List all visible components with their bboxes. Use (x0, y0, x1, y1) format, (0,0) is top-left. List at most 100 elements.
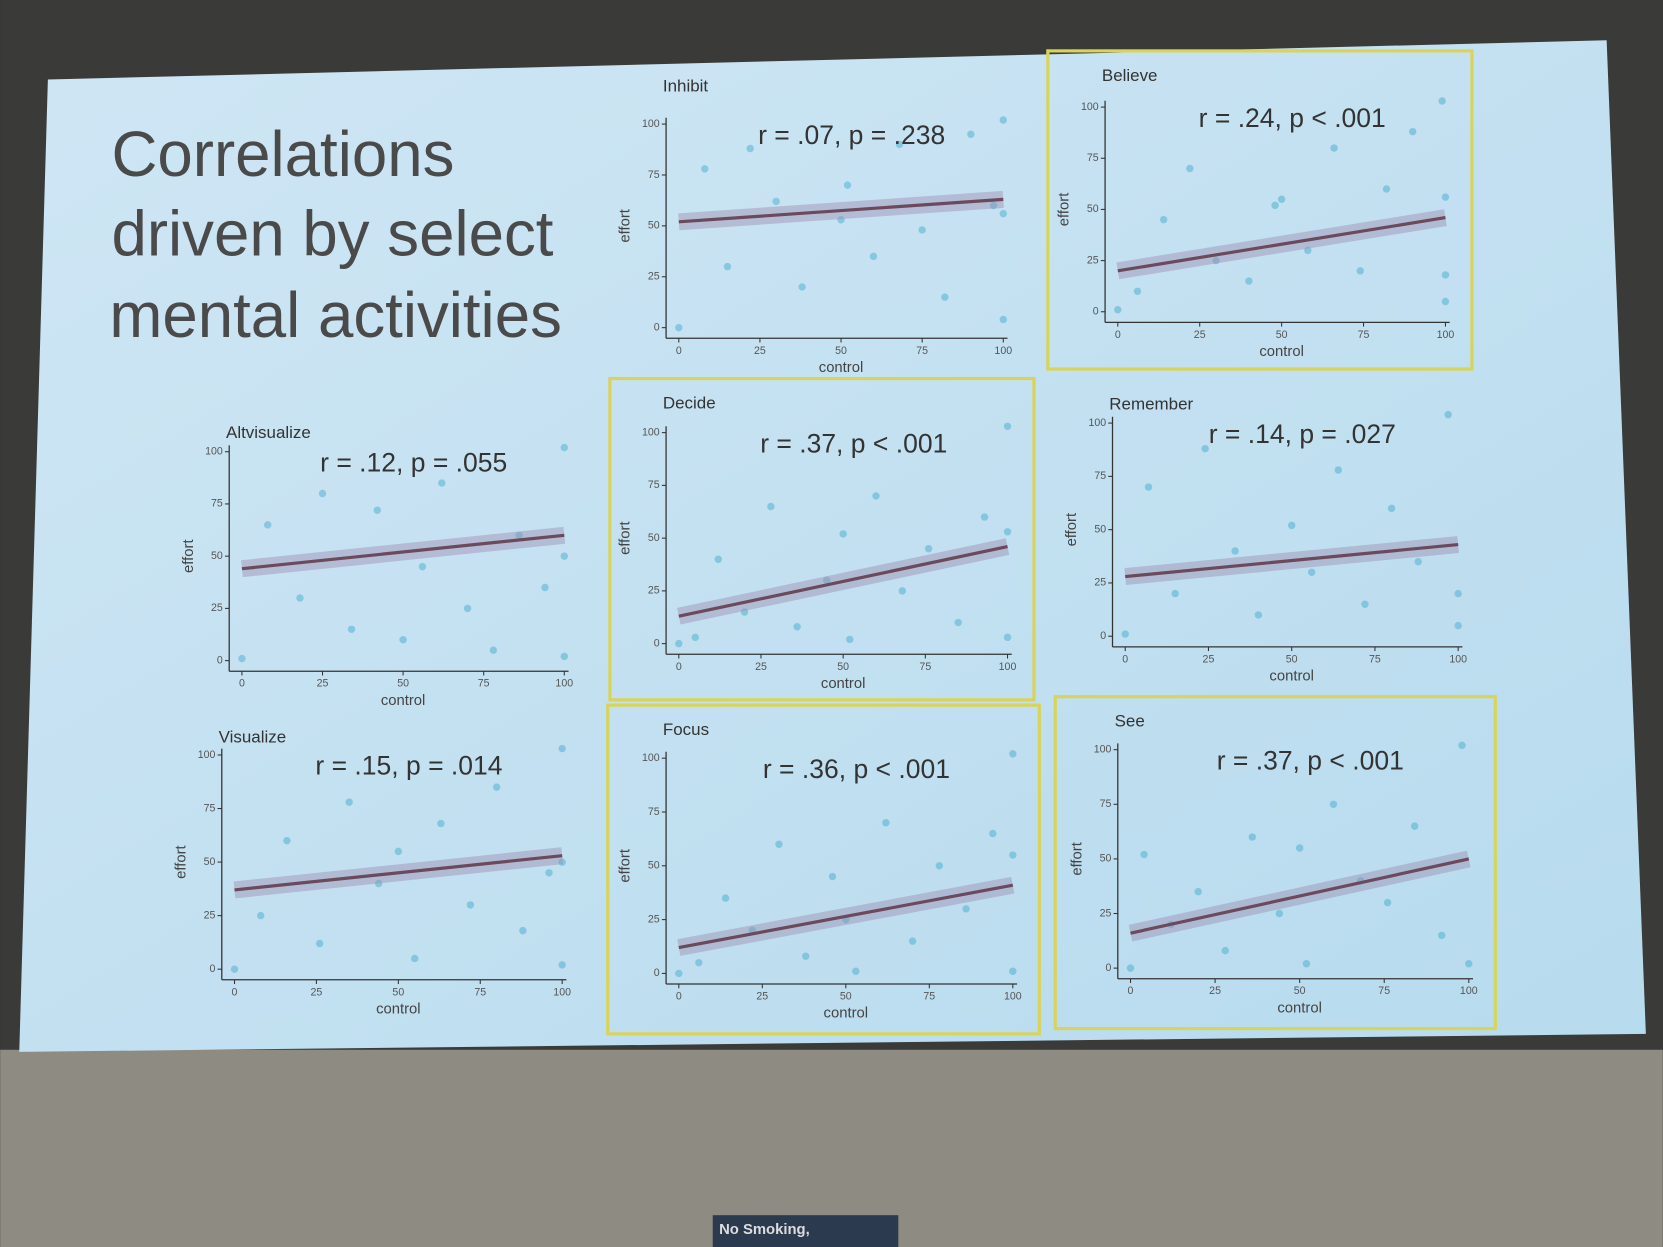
point (296, 594, 304, 602)
point (437, 819, 445, 828)
annotation: r = .14, p = .027 (1209, 419, 1396, 449)
point (1438, 931, 1446, 940)
point (908, 937, 917, 945)
highlight-frame (1053, 695, 1497, 1031)
point (374, 879, 383, 888)
y-tick-label: 25 (1100, 907, 1112, 919)
panel-title: See (1115, 712, 1145, 731)
point (1003, 422, 1012, 431)
x-tick-label: 100 (1437, 329, 1455, 341)
point (1009, 967, 1017, 975)
annotation: r = .12, p = .055 (320, 447, 507, 477)
point (675, 323, 683, 332)
slide (19, 40, 1646, 1052)
point (714, 555, 722, 563)
y-tick-label: 75 (1094, 470, 1106, 482)
point (560, 443, 568, 452)
y-tick-label: 50 (204, 856, 216, 868)
annotation: r = .37, p < .001 (1217, 745, 1404, 775)
point (1114, 305, 1122, 314)
point (1009, 851, 1017, 859)
y-tick-label: 100 (642, 426, 660, 438)
x-tick-label: 25 (317, 678, 329, 690)
point (918, 226, 926, 234)
x-tick-label: 100 (1004, 991, 1022, 1003)
point (1121, 630, 1129, 638)
point (989, 829, 997, 838)
point (1383, 898, 1392, 907)
point (675, 969, 683, 978)
x-tick-label: 25 (754, 345, 766, 357)
y-tick-label: 50 (648, 860, 660, 872)
point (399, 636, 407, 644)
panel-title: Believe (1102, 66, 1158, 85)
y-tick-label: 25 (1087, 254, 1099, 266)
point (1245, 277, 1253, 285)
x-tick-label: 50 (840, 991, 852, 1003)
point (869, 252, 878, 261)
x-tick-label: 0 (232, 986, 238, 998)
y-tick-label: 50 (211, 550, 223, 562)
y-tick-label: 75 (1087, 152, 1099, 164)
point (846, 635, 854, 644)
point (823, 576, 831, 585)
y-tick-label: 0 (217, 654, 223, 666)
panel-title: Visualize (219, 728, 287, 747)
point (1133, 287, 1142, 295)
point (962, 905, 970, 913)
x-tick-label: 100 (999, 661, 1017, 673)
x-tick-label: 50 (1276, 329, 1288, 341)
point (1408, 127, 1417, 136)
y-tick-label: 50 (648, 220, 660, 232)
point (1231, 547, 1239, 555)
annotation: r = .24, p < .001 (1199, 103, 1386, 133)
x-axis-label: control (1259, 344, 1304, 360)
y-axis-label: effort (173, 844, 189, 878)
point (1003, 633, 1012, 642)
point (740, 608, 749, 616)
point (411, 954, 419, 963)
x-axis-label: control (821, 676, 866, 692)
point (675, 639, 683, 648)
point (999, 209, 1007, 218)
point (1287, 521, 1296, 530)
point (1277, 195, 1286, 203)
point (345, 798, 353, 806)
point (1330, 144, 1338, 152)
x-tick-label: 25 (755, 661, 767, 673)
sign (712, 1215, 899, 1247)
panel-title: Inhibit (663, 76, 709, 95)
point (1295, 844, 1304, 852)
point (1444, 410, 1452, 419)
point (1356, 267, 1364, 275)
x-tick-label: 0 (1128, 985, 1134, 997)
y-axis-label: effort (618, 521, 634, 555)
x-tick-label: 100 (553, 986, 571, 998)
x-tick-label: 100 (994, 345, 1012, 357)
point (394, 847, 403, 856)
x-tick-label: 25 (1194, 329, 1206, 341)
y-tick-label: 75 (204, 802, 216, 814)
x-tick-label: 50 (392, 986, 404, 998)
point (828, 872, 837, 881)
x-tick-label: 75 (478, 678, 490, 690)
point (558, 858, 566, 866)
y-tick-label: 50 (1094, 523, 1106, 535)
y-tick-label: 50 (1087, 203, 1099, 215)
y-tick-label: 75 (648, 169, 660, 181)
point (238, 654, 246, 663)
panel-title: Decide (663, 393, 716, 412)
y-tick-label: 100 (198, 749, 216, 761)
annotation: r = .07, p = .238 (758, 120, 945, 150)
point (418, 562, 427, 571)
point (1382, 185, 1391, 193)
x-tick-label: 50 (397, 678, 409, 690)
point (558, 744, 566, 753)
point (283, 836, 291, 845)
x-axis-label: control (824, 1006, 869, 1022)
sign-text: No Smoking, (719, 1222, 810, 1238)
point (924, 544, 933, 553)
slide-title: driven by select (112, 198, 554, 269)
point (723, 262, 732, 271)
point (980, 513, 989, 521)
